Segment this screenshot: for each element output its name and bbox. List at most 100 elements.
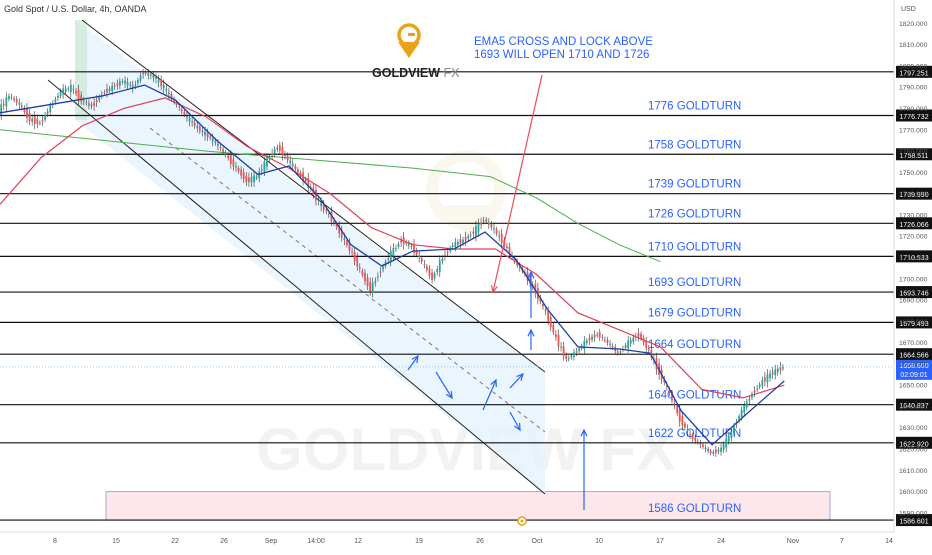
y-tick-label: 1650.000 [899, 383, 928, 390]
candle-body [686, 429, 689, 432]
candle-body [294, 165, 297, 170]
candle-body [555, 334, 557, 337]
candle-body [585, 340, 588, 344]
candle-body [23, 107, 26, 112]
candle-body [379, 271, 382, 273]
arrow-down-b [509, 411, 521, 431]
candle-body [90, 104, 93, 107]
level-price-label: 1739.990 [899, 192, 928, 199]
y-tick-label: 1600.000 [899, 489, 928, 496]
current-price-tag [896, 359, 932, 380]
candle-body [756, 388, 759, 390]
candle-body [165, 88, 168, 91]
candle-body [54, 99, 57, 103]
level-price-label: 1693.746 [899, 291, 928, 298]
candle-body [676, 405, 679, 414]
candle-body [13, 98, 15, 100]
candle-body [103, 92, 106, 94]
candle-body [753, 390, 756, 393]
candle-body [15, 99, 18, 103]
candle-body [67, 88, 70, 90]
candle-body [725, 438, 728, 448]
candle-body [547, 310, 550, 321]
candle-body [740, 409, 743, 418]
event-marker-dot [520, 519, 524, 523]
candle-body [333, 220, 335, 223]
candle-body [291, 163, 294, 167]
candle-body [596, 334, 599, 336]
candle-body [433, 273, 436, 279]
candle-body [214, 141, 217, 143]
level-price-tag [896, 398, 932, 411]
candle-body [247, 177, 250, 183]
candle-body [766, 374, 769, 383]
y-tick-label: 1620.000 [899, 447, 928, 454]
candle-body [751, 393, 753, 398]
level-price-label: 1679.493 [899, 321, 928, 328]
level-price-tag [896, 348, 932, 361]
candle-body [402, 237, 405, 245]
candle-body [467, 236, 470, 239]
candle-body [665, 385, 668, 387]
candle-body [482, 220, 485, 222]
level-price-tag [896, 65, 932, 78]
candle-body [410, 245, 413, 247]
x-tick-label: 19 [415, 538, 423, 545]
logo-text: GOLDVIEW FX [372, 66, 460, 80]
candle-body [49, 105, 52, 113]
watermark-pin-icon [440, 205, 492, 235]
candle-body [147, 73, 150, 76]
candle-body [730, 430, 733, 438]
arrow-up-a [407, 355, 419, 371]
candle-body [758, 384, 761, 387]
x-tick-label: 10 [595, 538, 603, 545]
y-tick-label: 1750.000 [899, 170, 928, 177]
goldturn-label: 1776 GOLDTURN [648, 100, 741, 112]
candle-body [253, 175, 255, 183]
candle-body [322, 203, 325, 210]
goldturn-label: 1710 GOLDTURN [648, 241, 741, 253]
candle-body [211, 138, 214, 142]
candle-body [650, 349, 653, 358]
level-price-label: 1758.511 [900, 153, 929, 160]
y-tick-label: 1800.000 [899, 63, 928, 70]
candle-body [77, 89, 80, 100]
candle-body [415, 250, 418, 255]
candle-body [776, 368, 779, 373]
candle-body [100, 94, 103, 96]
candle-body [302, 172, 304, 181]
chart-title: Gold Spot / U.S. Dollar, 4h, OANDA [4, 4, 147, 14]
candle-body [227, 155, 230, 159]
candle-body [20, 105, 23, 108]
candle-body [640, 333, 642, 339]
goldturn-label: 1664 GOLDTURN [648, 339, 741, 351]
candle-body [175, 103, 178, 105]
candle-body [260, 169, 263, 171]
level-price-tag [896, 514, 932, 527]
arrow-up-1679-head [527, 328, 535, 337]
candle-body [647, 348, 650, 351]
candle-body [392, 247, 395, 257]
level-price-tag [896, 187, 932, 200]
candle-body [544, 309, 547, 312]
level-price-label: 1586.601 [899, 519, 928, 526]
candle-body [779, 366, 782, 371]
candle-body [508, 246, 511, 255]
candle-body [560, 346, 562, 348]
candle-body [389, 250, 392, 262]
candle-body [606, 339, 609, 344]
level-price-tag [896, 316, 932, 329]
level-price-tag [896, 148, 932, 161]
candle-body [157, 79, 160, 83]
candle-body [191, 121, 194, 123]
ema-mid-line [0, 97, 785, 399]
candle-body [317, 200, 320, 202]
level-price-label: 1640.837 [899, 403, 928, 410]
candle-body [111, 85, 114, 92]
y-tick-label: 1810.000 [899, 42, 928, 49]
candle-body [451, 245, 454, 247]
candle-body [542, 303, 544, 307]
y-tick-label: 1590.000 [899, 510, 928, 517]
